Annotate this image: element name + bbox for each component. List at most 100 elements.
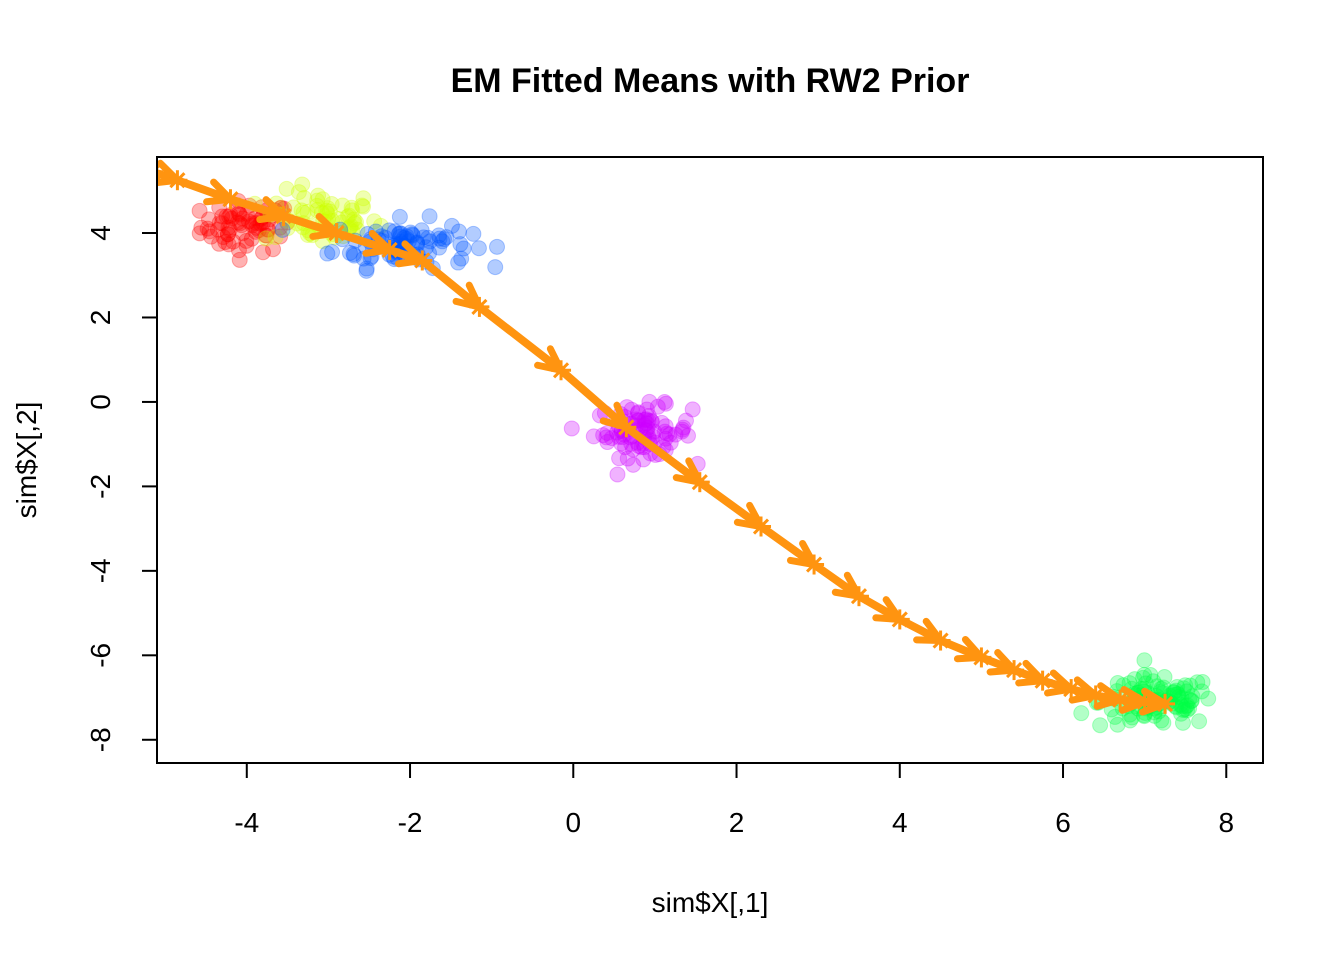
- data-point: [404, 226, 421, 243]
- x-tick-label: -2: [398, 807, 423, 838]
- data-point: [220, 236, 237, 253]
- cluster-1: [246, 176, 389, 250]
- fitted-mean-point: [1085, 685, 1106, 706]
- data-point: [319, 200, 336, 217]
- star-stroke: [891, 611, 908, 628]
- y-tick-label: -2: [85, 474, 116, 499]
- x-tick-label: 4: [892, 807, 908, 838]
- data-point: [1153, 680, 1170, 697]
- data-point: [1181, 700, 1198, 717]
- fitted-means-layer: [157, 159, 1176, 716]
- data-point: [453, 250, 470, 267]
- data-point: [346, 215, 363, 232]
- fitted-mean-point: [848, 586, 869, 607]
- data-point: [635, 451, 652, 468]
- data-point: [309, 197, 326, 214]
- data-point: [1149, 678, 1166, 695]
- data-point: [1182, 677, 1199, 694]
- data-point: [386, 223, 403, 240]
- data-point: [409, 235, 426, 252]
- y-tick-label: 0: [85, 394, 116, 410]
- data-point: [1184, 688, 1201, 705]
- data-point: [1194, 674, 1211, 691]
- data-point: [214, 208, 231, 225]
- chart-title: EM Fitted Means with RW2 Prior: [451, 62, 970, 100]
- data-point: [257, 230, 274, 247]
- data-point: [1166, 684, 1183, 701]
- data-point: [613, 435, 630, 452]
- data-point: [653, 414, 670, 431]
- mean-segment: [173, 176, 235, 204]
- star-stroke: [471, 298, 488, 315]
- data-point: [673, 423, 690, 440]
- data-point: [234, 210, 251, 227]
- data-point: [193, 219, 210, 236]
- data-point: [638, 401, 655, 418]
- star-stroke: [752, 518, 770, 535]
- fitted-mean-point: [167, 170, 188, 191]
- data-point: [629, 412, 646, 429]
- mean-segment: [418, 256, 484, 311]
- data-point: [630, 404, 647, 421]
- fitted-mean-point: [273, 206, 294, 227]
- data-point: [1175, 680, 1192, 697]
- data-point: [1136, 652, 1153, 669]
- star-stroke: [1112, 691, 1129, 708]
- data-point: [1145, 673, 1162, 690]
- data-point: [667, 426, 684, 443]
- data-point: [231, 215, 248, 232]
- fitted-mean-point: [1155, 693, 1176, 714]
- data-point: [247, 223, 264, 240]
- data-point: [1109, 675, 1126, 692]
- data-point: [1193, 683, 1210, 700]
- fitted-mean-point: [804, 554, 825, 575]
- data-point: [345, 211, 362, 228]
- data-point: [431, 239, 448, 256]
- fitted-mean-point: [930, 630, 951, 651]
- data-point: [238, 237, 255, 254]
- data-point: [657, 418, 674, 435]
- data-point: [421, 233, 438, 250]
- data-point: [391, 225, 408, 242]
- star-stroke: [275, 208, 292, 225]
- y-tick-label: -8: [85, 727, 116, 752]
- data-point: [640, 407, 657, 424]
- data-point: [323, 196, 340, 213]
- mean-segment: [226, 195, 288, 221]
- data-point: [1073, 705, 1090, 722]
- data-point: [333, 214, 350, 231]
- data-point: [599, 434, 616, 451]
- y-axis-label: sim$X[,2]: [11, 402, 42, 519]
- data-point: [1179, 702, 1196, 719]
- data-point: [354, 197, 371, 214]
- axes-layer: -4 -2 0 2 4 6 8 -8 -6 -4 -2 0 2 4: [85, 156, 1264, 838]
- fitted-mean-point: [616, 417, 637, 438]
- data-point: [603, 430, 620, 447]
- data-point: [258, 227, 275, 244]
- data-point: [1178, 683, 1195, 700]
- data-point: [339, 208, 356, 225]
- data-point: [1092, 717, 1109, 734]
- data-point: [656, 394, 673, 411]
- x-tick-label: 2: [729, 807, 745, 838]
- fitted-mean-point: [326, 223, 347, 244]
- data-point: [420, 229, 437, 246]
- data-point: [1155, 679, 1172, 696]
- data-point: [209, 221, 226, 238]
- data-point: [1106, 708, 1123, 725]
- data-point: [1173, 689, 1190, 706]
- data-point: [355, 198, 372, 215]
- data-point: [309, 192, 326, 209]
- data-point: [296, 190, 313, 207]
- data-point: [392, 225, 409, 242]
- star-stroke: [1087, 687, 1104, 704]
- data-point: [1178, 698, 1195, 715]
- data-point: [450, 254, 467, 271]
- y-axis: -8 -6 -4 -2 0 2 4: [85, 225, 158, 752]
- y-tick-label: -4: [85, 558, 116, 583]
- data-point: [1179, 697, 1196, 714]
- data-point: [1200, 690, 1217, 707]
- data-point: [341, 207, 358, 224]
- data-point: [381, 222, 398, 239]
- data-point: [238, 232, 255, 249]
